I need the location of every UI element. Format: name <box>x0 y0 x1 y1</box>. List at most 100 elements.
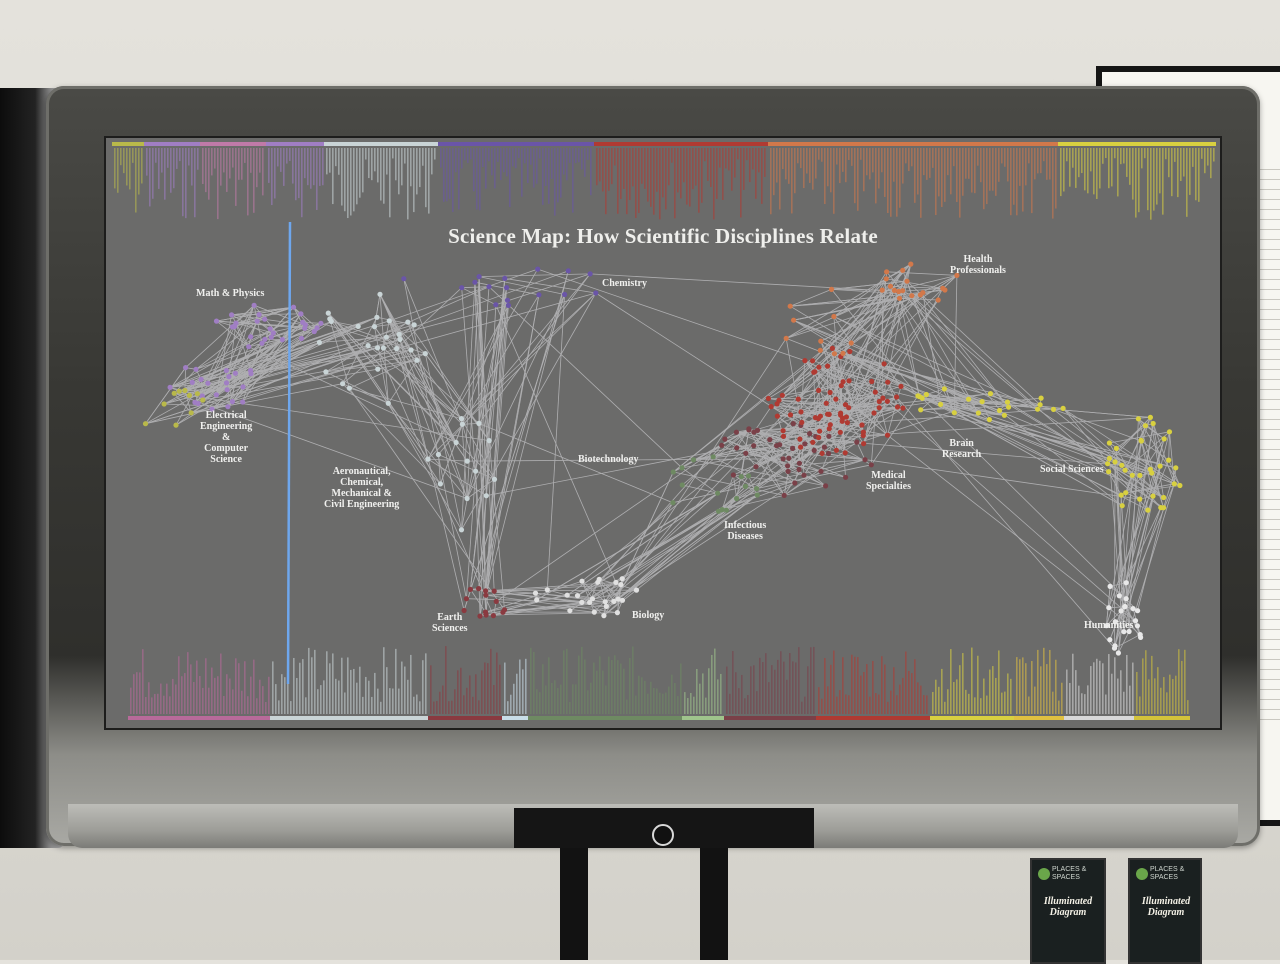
journal-list-column <box>510 695 512 714</box>
graph-node <box>786 469 791 474</box>
graph-node <box>604 604 609 609</box>
brochure-right[interactable]: PLACES & SPACES Illuminated Diagram <box>1128 858 1202 964</box>
journal-list-column <box>1034 148 1036 179</box>
graph-node <box>997 408 1002 413</box>
journal-list-column <box>638 676 640 714</box>
journal-list-column <box>457 670 459 714</box>
category-band-top <box>594 142 768 146</box>
journal-list-column <box>983 679 985 714</box>
journal-list-column <box>395 148 397 180</box>
journal-list-column <box>262 148 264 195</box>
journal-list-column <box>569 148 571 163</box>
journal-list-column <box>145 697 147 714</box>
journal-list-column <box>155 148 157 163</box>
graph-node <box>1158 464 1163 469</box>
graph-node <box>952 410 957 415</box>
journal-list-column <box>1049 148 1051 180</box>
graph-node <box>746 473 751 478</box>
journal-list-column <box>830 148 832 192</box>
journal-list-column <box>1087 685 1089 714</box>
journal-list-column <box>1142 658 1144 714</box>
graph-node <box>824 401 829 406</box>
graph-node <box>246 344 251 349</box>
journal-list-column <box>702 673 704 714</box>
journal-list-column <box>353 148 355 211</box>
journal-list-column <box>446 148 448 201</box>
graph-node <box>505 298 510 303</box>
journal-list-column <box>807 666 809 714</box>
graph-node <box>592 610 597 615</box>
journal-list-column <box>935 680 937 714</box>
journal-list-column <box>950 649 952 714</box>
journal-list-column <box>329 663 331 714</box>
journal-list-column <box>1022 148 1024 212</box>
graph-node <box>397 332 402 337</box>
graph-edge <box>673 472 784 495</box>
journal-list-column <box>338 681 340 714</box>
journal-list-column <box>272 661 274 714</box>
journal-list-column <box>959 665 961 714</box>
graph-node <box>885 433 890 438</box>
graph-edge <box>922 398 1108 472</box>
graph-node <box>1137 497 1142 502</box>
graph-node <box>938 402 943 407</box>
journal-list-column <box>422 148 424 166</box>
journal-list-column <box>644 148 646 189</box>
journal-list-column <box>1204 148 1206 173</box>
journal-list-column <box>522 669 524 714</box>
graph-node <box>1143 423 1148 428</box>
brochure-left[interactable]: PLACES & SPACES Illuminated Diagram <box>1030 858 1106 964</box>
journal-list-column <box>755 148 757 199</box>
graph-node <box>845 420 850 425</box>
graph-node <box>1107 440 1112 445</box>
graph-node <box>734 430 739 435</box>
graph-node <box>601 613 606 618</box>
journal-list-column <box>335 679 337 714</box>
journal-list-column <box>1198 148 1200 202</box>
graph-node <box>807 431 812 436</box>
journal-list-column <box>433 702 435 714</box>
graph-node <box>895 404 900 409</box>
graph-node <box>1177 483 1182 488</box>
journal-list-column <box>848 148 850 160</box>
journal-list-column <box>950 148 952 194</box>
graph-node <box>205 381 210 386</box>
journal-list-column <box>690 693 692 714</box>
journal-list-column <box>995 148 997 196</box>
journal-list-column <box>611 148 613 184</box>
journal-list-column <box>1028 697 1030 714</box>
journal-list-column <box>533 652 535 714</box>
journal-list-column <box>854 657 856 714</box>
journal-list-column <box>353 669 355 714</box>
journal-list-column <box>693 697 695 714</box>
graph-node <box>473 469 478 474</box>
graph-node <box>818 469 823 474</box>
graph-node <box>1137 473 1142 478</box>
journal-list-column <box>419 148 421 187</box>
category-band-top <box>144 142 200 146</box>
graph-node <box>476 421 481 426</box>
journal-list-column <box>277 148 279 166</box>
journal-list-column <box>141 148 143 183</box>
screen[interactable]: Science Map: How Scientific Disciplines … <box>104 136 1222 730</box>
journal-list-column <box>274 148 276 198</box>
journal-list-column <box>398 689 400 714</box>
journal-list-column <box>551 683 553 714</box>
journal-list-column <box>1105 148 1107 158</box>
journal-list-column <box>430 665 432 714</box>
journal-list-column <box>1072 148 1074 168</box>
graph-node <box>918 292 923 297</box>
journal-list-column <box>184 673 186 714</box>
graph-node <box>603 599 608 604</box>
journal-list-column <box>1180 148 1182 181</box>
graph-node <box>849 340 854 345</box>
journal-list-column <box>310 148 312 189</box>
category-band-top <box>200 142 266 146</box>
journal-list-column <box>442 686 444 714</box>
journal-list-column <box>533 148 535 188</box>
graph-node <box>1135 623 1140 628</box>
graph-node <box>671 469 676 474</box>
journal-list-column <box>629 658 631 714</box>
journal-list-column <box>692 148 694 189</box>
graph-node <box>177 389 182 394</box>
